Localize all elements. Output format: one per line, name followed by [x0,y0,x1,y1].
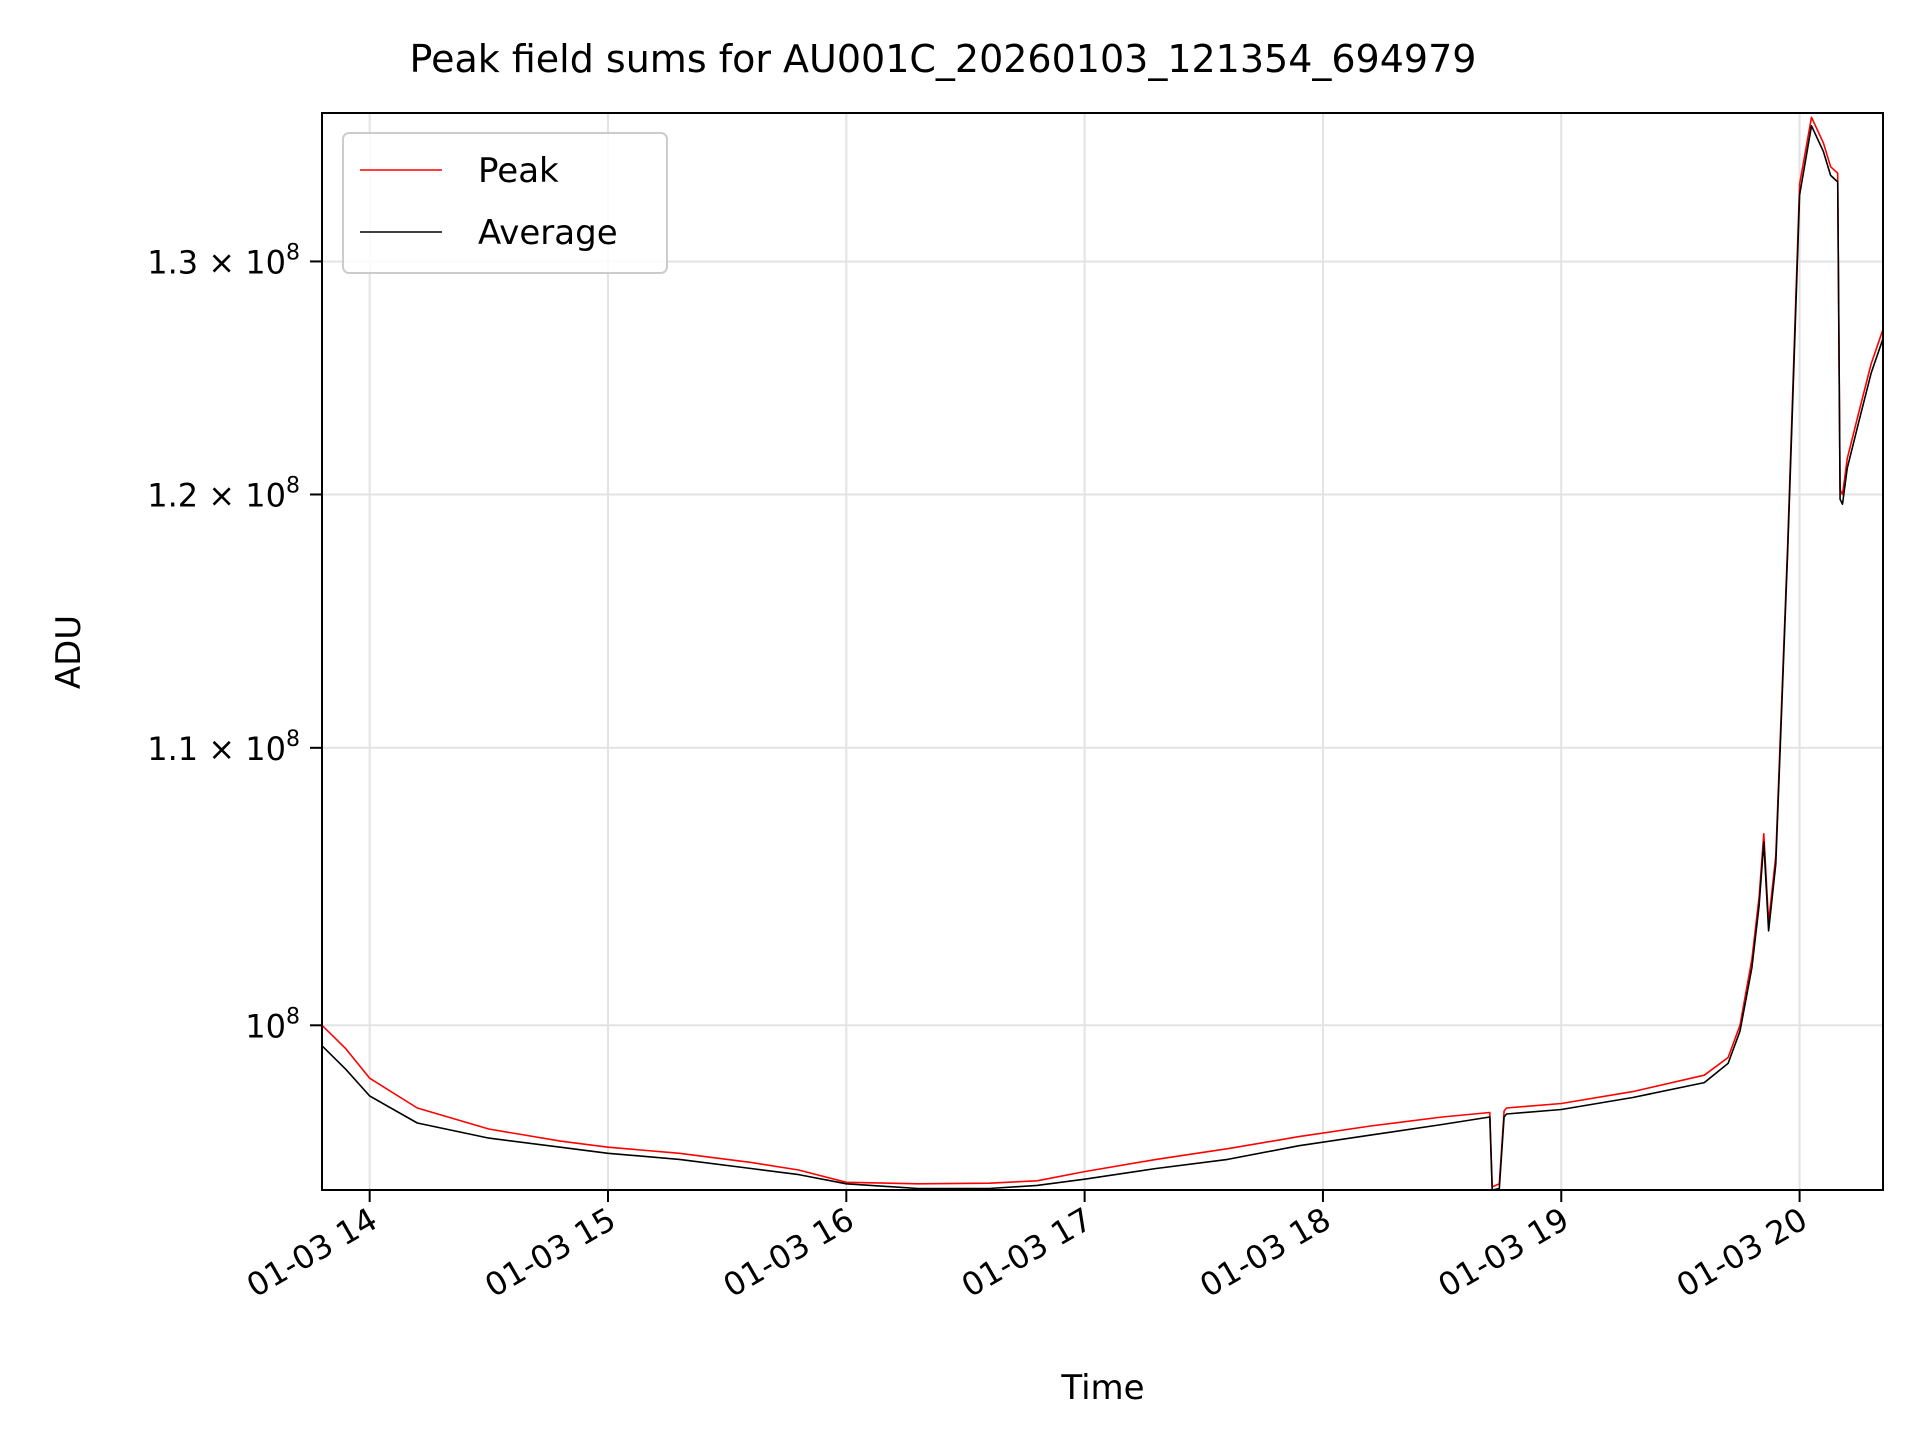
legend-label-peak: Peak [478,151,559,191]
legend-label-average: Average [478,213,618,253]
grid [322,113,1883,1190]
y-tick-label: 1.3 × 108 [147,240,300,281]
y-tick-label: 108 [245,1004,300,1045]
series-line-average [322,125,1883,1190]
y-tick-label: 1.2 × 108 [147,473,300,514]
x-tick-label: 01-03 15 [478,1200,622,1305]
x-axis: 01-03 14 01-03 15 01-03 16 01-03 17 01-03 18… [240,1190,1814,1305]
y-tick-label: 1.1 × 108 [147,727,300,768]
plot-series [322,116,1883,1190]
x-tick-label: 01-03 17 [955,1200,1099,1305]
x-tick-label: 01-03 20 [1670,1200,1814,1305]
x-tick-label: 01-03 18 [1193,1200,1337,1305]
x-tick-label: 01-03 14 [240,1200,384,1305]
legend: Peak Average [342,132,668,274]
plot-frame [321,112,1884,1191]
legend-box [342,132,668,274]
x-tick-label: 01-03 16 [717,1200,861,1305]
y-axis-label: ADU [49,615,89,689]
chart-title: Peak field sums for AU001C_20260103_1213… [410,37,1477,81]
series-line-peak [322,116,1883,1188]
x-tick-label: 01-03 19 [1432,1200,1576,1305]
y-axis: 108 1.1 × 108 1.2 × 108 1.3 × 108 [147,240,322,1045]
x-axis-label: Time [1060,1368,1144,1408]
